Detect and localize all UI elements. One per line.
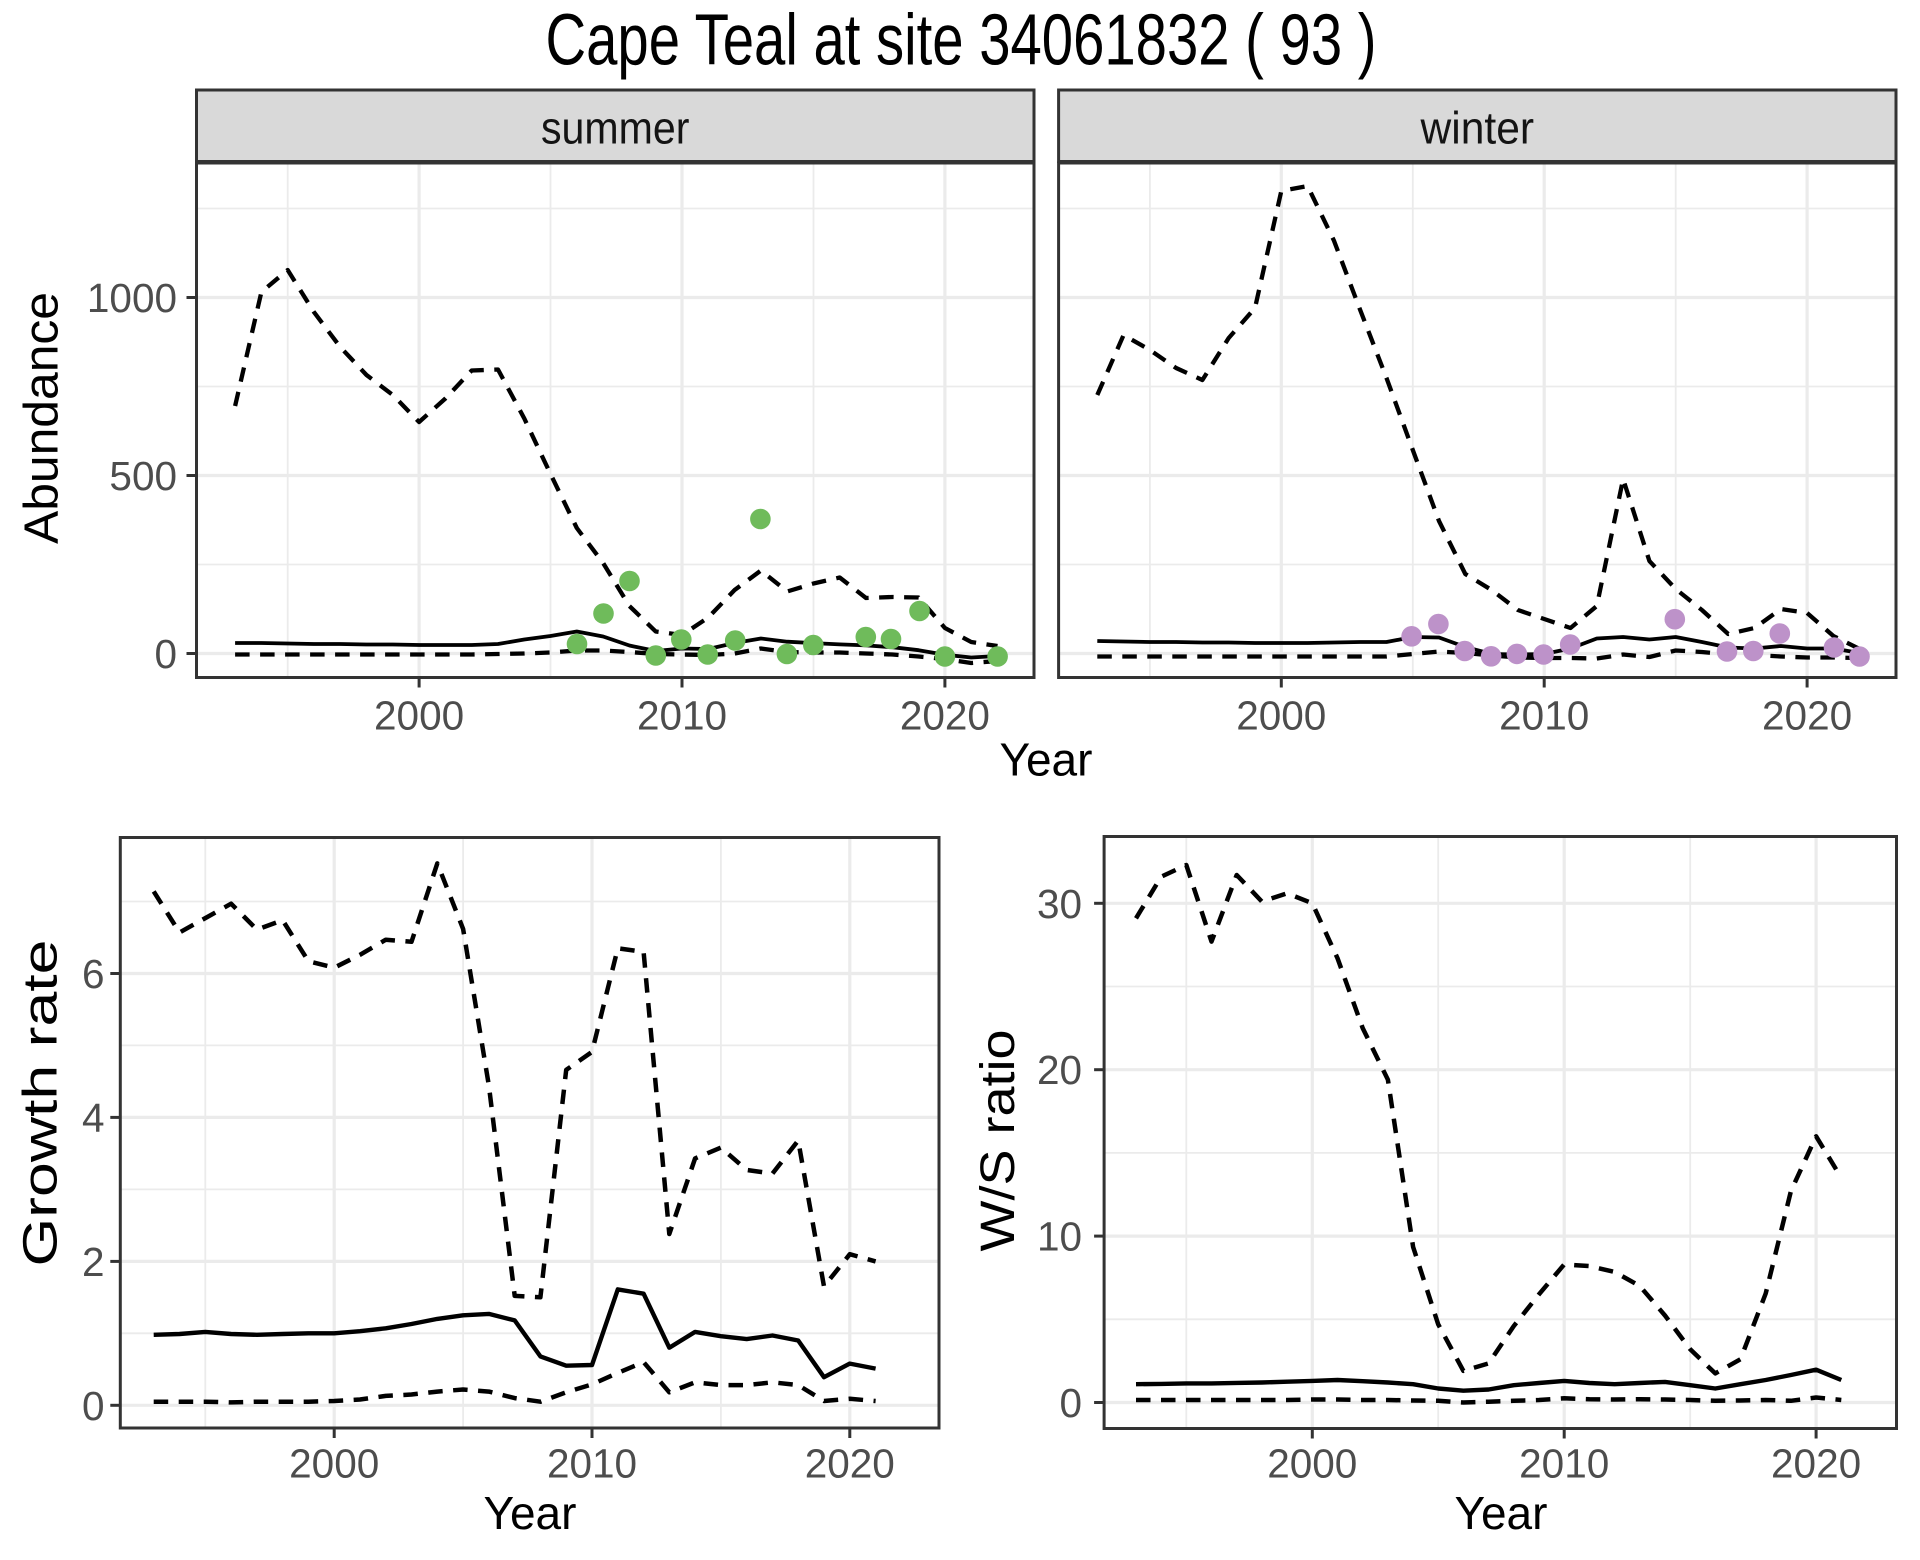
svg-text:0: 0 bbox=[1059, 1380, 1082, 1426]
svg-text:2020: 2020 bbox=[1762, 693, 1852, 739]
svg-text:0: 0 bbox=[154, 631, 177, 677]
svg-text:2000: 2000 bbox=[289, 1441, 379, 1487]
svg-text:winter: winter bbox=[1420, 103, 1534, 154]
svg-text:10: 10 bbox=[1037, 1214, 1082, 1260]
svg-text:2010: 2010 bbox=[1519, 1441, 1609, 1487]
svg-text:2020: 2020 bbox=[900, 693, 990, 739]
svg-text:30: 30 bbox=[1037, 881, 1082, 927]
svg-text:2020: 2020 bbox=[1771, 1441, 1861, 1487]
svg-text:Year: Year bbox=[1455, 1487, 1548, 1539]
svg-text:summer: summer bbox=[541, 103, 690, 154]
svg-text:20: 20 bbox=[1037, 1047, 1082, 1093]
svg-text:2000: 2000 bbox=[1267, 1441, 1357, 1487]
svg-text:Abundance: Abundance bbox=[16, 292, 69, 544]
svg-text:2010: 2010 bbox=[547, 1441, 637, 1487]
svg-text:1000: 1000 bbox=[87, 275, 177, 321]
svg-text:500: 500 bbox=[109, 453, 177, 499]
svg-text:2000: 2000 bbox=[374, 693, 464, 739]
svg-text:Year: Year bbox=[484, 1487, 577, 1539]
svg-text:2010: 2010 bbox=[637, 693, 727, 739]
svg-text:2000: 2000 bbox=[1236, 693, 1326, 739]
svg-text:2020: 2020 bbox=[805, 1441, 895, 1487]
svg-text:W/S ratio: W/S ratio bbox=[972, 1030, 1025, 1252]
svg-text:6: 6 bbox=[82, 951, 105, 997]
svg-text:Year: Year bbox=[1000, 734, 1093, 786]
svg-text:0: 0 bbox=[82, 1383, 105, 1429]
svg-text:4: 4 bbox=[82, 1095, 105, 1141]
svg-text:2010: 2010 bbox=[1499, 693, 1589, 739]
svg-text:Growth rate: Growth rate bbox=[15, 940, 68, 1267]
svg-text:Cape Teal at site 34061832 ( 9: Cape Teal at site 34061832 ( 93 ) bbox=[546, 1, 1377, 81]
svg-text:2: 2 bbox=[82, 1239, 105, 1285]
